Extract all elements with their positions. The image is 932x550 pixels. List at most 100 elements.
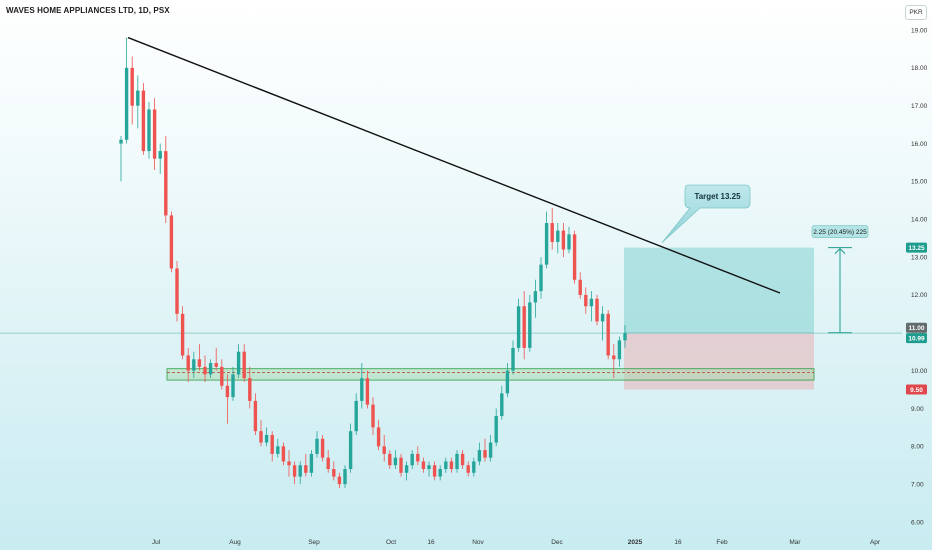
target-callout-label: Target 13.25: [694, 192, 741, 201]
candle: [192, 351, 196, 379]
candle: [175, 260, 179, 322]
candle: [376, 419, 381, 451]
candle-body: [259, 431, 263, 443]
candle: [152, 98, 157, 171]
target-callout[interactable]: Target 13.25: [661, 184, 751, 243]
price-badge-bg: [906, 384, 927, 395]
candle-body: [309, 453, 314, 473]
price-badge-bg: [906, 242, 927, 253]
measure-label: 2.25 (20.45%) 225: [813, 229, 867, 236]
price-badge-label: 11.00: [909, 325, 925, 332]
candle: [304, 453, 308, 477]
candle: [477, 442, 482, 466]
candle-body: [371, 404, 375, 428]
time-tick-label: Dec: [551, 539, 563, 546]
time-axis[interactable]: Jul Aug Sep Oct 16 Nov Dec 2025 16 Feb Mar Apr: [152, 539, 881, 546]
candle-body: [460, 453, 465, 466]
candle: [225, 374, 230, 424]
candle-body: [449, 461, 454, 470]
target-profit-zone[interactable]: [624, 247, 814, 333]
candle-body: [236, 351, 241, 375]
candle-body: [203, 366, 207, 375]
time-tick-label: Apr: [870, 539, 881, 546]
candle-body: [404, 465, 409, 473]
candle: [242, 344, 246, 382]
candle: [567, 226, 571, 254]
candle: [236, 344, 241, 379]
candle-body: [119, 139, 123, 144]
candle: [505, 363, 510, 398]
candle-body: [522, 306, 526, 348]
candle: [298, 461, 302, 485]
candle-body: [561, 230, 566, 250]
candle: [292, 461, 297, 485]
time-tick-label: Oct: [386, 539, 396, 546]
stop-loss-zone[interactable]: [624, 332, 814, 390]
candle-body: [276, 446, 280, 454]
candle: [544, 211, 549, 269]
candle: [382, 434, 386, 462]
candle: [460, 450, 465, 470]
candle: [404, 461, 409, 481]
currency-button[interactable]: PKR: [905, 5, 927, 20]
time-tick-label: Aug: [229, 539, 241, 546]
candle-body: [416, 453, 420, 462]
candle-body: [158, 151, 162, 159]
candle: [253, 393, 258, 435]
candle: [365, 370, 370, 409]
candle: [220, 359, 224, 390]
candle-body: [253, 400, 258, 432]
candle-body: [270, 434, 274, 454]
candle-body: [180, 313, 185, 356]
candle-body: [584, 294, 588, 307]
price-badge-bg: [906, 333, 927, 344]
candle: [623, 325, 627, 348]
candle-body: [606, 313, 610, 356]
time-tick-label: Feb: [716, 539, 728, 546]
candle: [399, 453, 403, 477]
candle-body: [578, 279, 582, 295]
candle-body: [169, 215, 174, 269]
candle-body: [376, 427, 381, 447]
candle: [169, 211, 174, 273]
price-badge-label: 13.25: [908, 245, 925, 252]
candle-body: [528, 302, 532, 348]
candle: [320, 434, 325, 462]
candle-body: [623, 333, 627, 341]
candle-body: [421, 461, 426, 470]
price-axis[interactable]: 19.00 18.00 17.00 16.00 15.00 14.00 13.00 12.00…: [911, 27, 928, 526]
candle-body: [516, 306, 521, 348]
candle: [550, 207, 554, 250]
candle-body: [539, 264, 543, 292]
candle: [197, 344, 202, 371]
candle-body: [192, 359, 196, 371]
candle-body: [410, 453, 414, 466]
candle-body: [242, 351, 246, 379]
candle: [337, 472, 342, 488]
price-tick-label: 15.00: [911, 179, 928, 186]
candle: [203, 355, 207, 382]
candle-body: [466, 465, 470, 473]
time-tick-label: Jul: [152, 539, 161, 546]
candle: [556, 223, 560, 254]
candle-body: [248, 378, 252, 401]
candle: [276, 438, 280, 458]
candle-body: [197, 359, 202, 367]
time-tick-label: 2025: [628, 539, 643, 546]
candle: [511, 340, 515, 375]
candle: [136, 75, 140, 129]
price-range-measure[interactable]: 2.25 (20.45%) 225: [811, 225, 869, 334]
price-tick-label: 17.00: [911, 103, 928, 110]
trendline[interactable]: [127, 36, 781, 294]
candle: [326, 450, 330, 473]
candle: [421, 457, 426, 473]
candle-body: [354, 400, 358, 432]
candle: [455, 450, 459, 473]
price-badge: 9.50: [906, 384, 927, 395]
candle-body: [472, 461, 476, 473]
candle: [528, 294, 532, 352]
support-zone[interactable]: [166, 368, 815, 381]
candle-body: [136, 90, 140, 106]
